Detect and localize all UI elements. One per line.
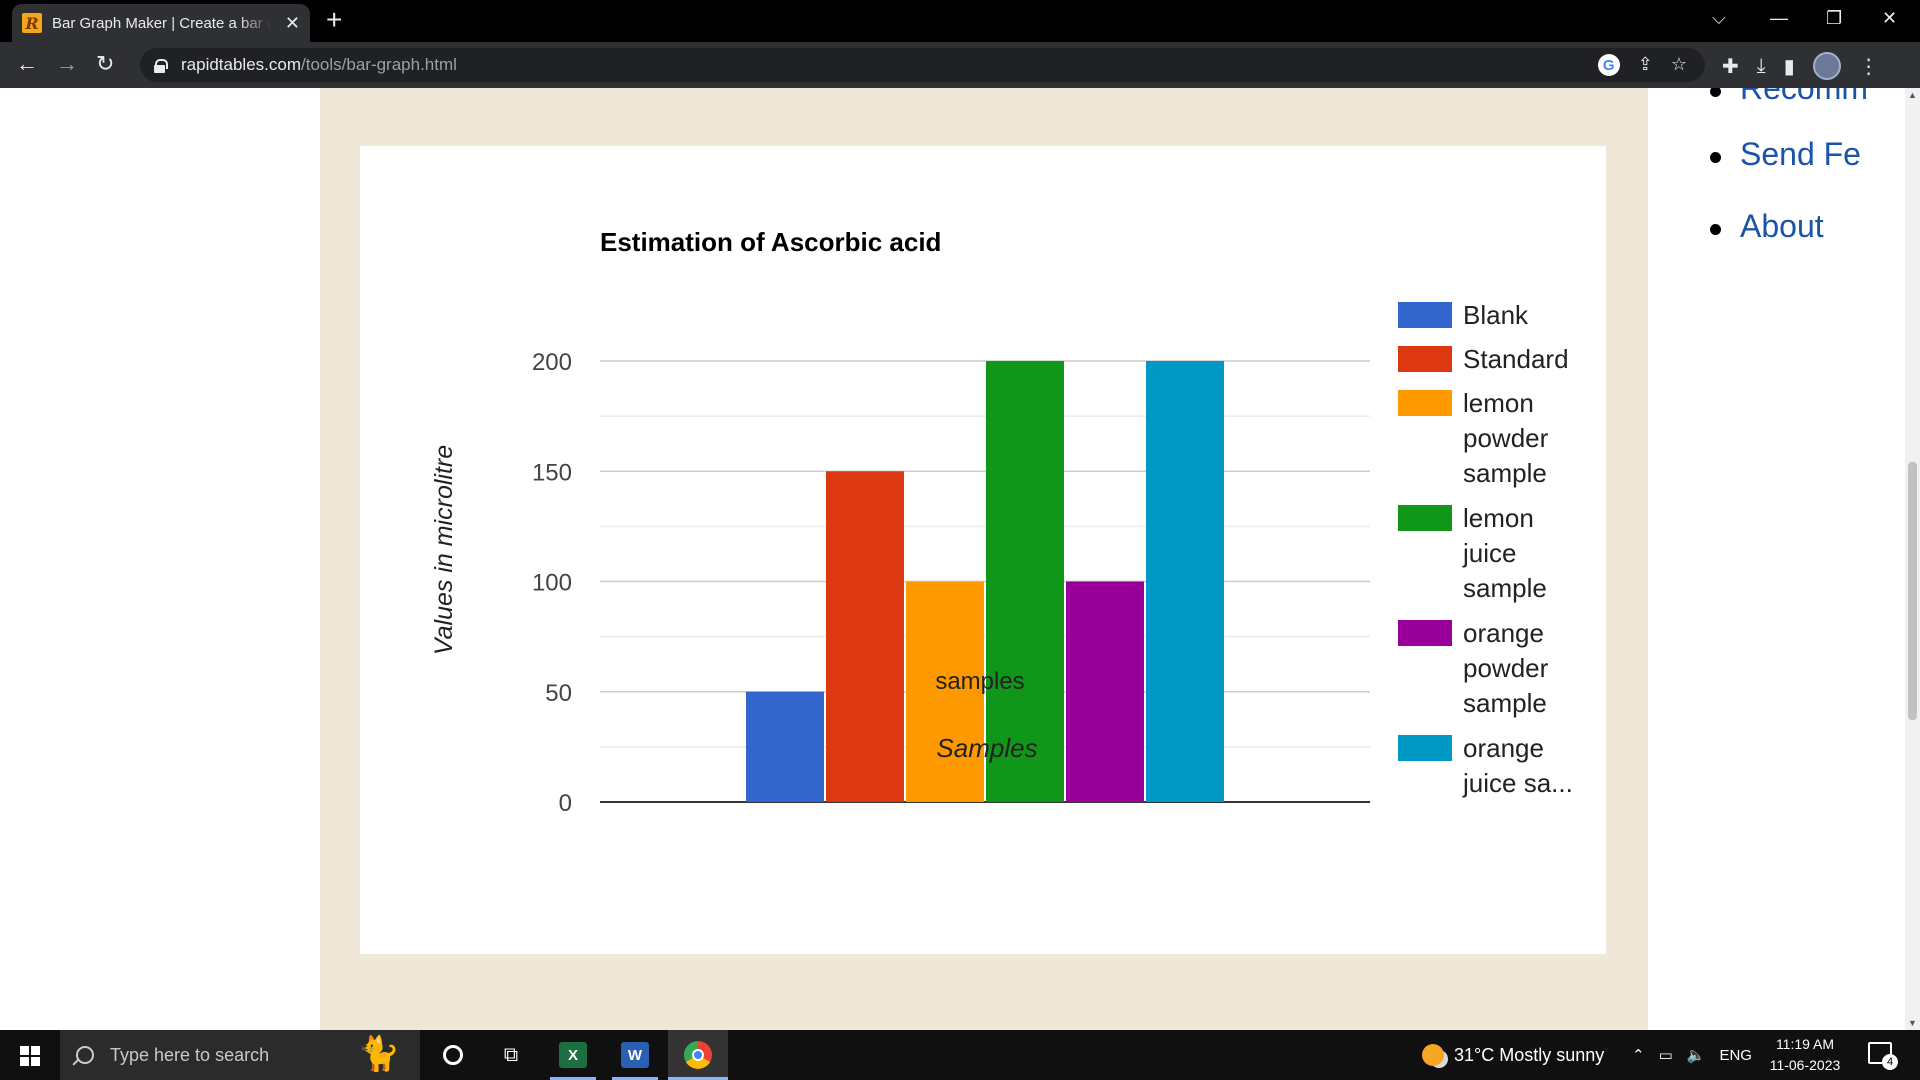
search-placeholder: Type here to search xyxy=(110,1044,270,1065)
tab-title: Bar Graph Maker | Create a bar chart onl… xyxy=(52,14,272,32)
clock-date: 11-06-2023 xyxy=(1769,1057,1841,1073)
chart-title: Estimation of Ascorbic acid xyxy=(600,227,941,257)
cortana-icon[interactable] xyxy=(438,1040,468,1070)
legend-label[interactable]: powder xyxy=(1463,423,1549,453)
browser-toolbar: ← → ↻ rapidtables.com/tools/bar-graph.ht… xyxy=(0,42,1920,88)
task-view-icon[interactable]: ⧉ xyxy=(503,1043,519,1066)
show-hidden-icons-chevron-icon[interactable]: ⌃ xyxy=(1632,1047,1645,1064)
side-panel-icon[interactable]: ▮ xyxy=(1783,55,1795,78)
legend-label[interactable]: juice xyxy=(1462,538,1516,568)
sidebar-item-recommend[interactable]: Recomm xyxy=(1709,88,1869,107)
bar-orange-powder-sample[interactable] xyxy=(1066,581,1144,803)
bar-lemon-powder-sample[interactable] xyxy=(906,581,984,803)
sidebar-item-about[interactable]: About xyxy=(1710,208,1824,245)
sidebar-item-label[interactable]: Send Fe xyxy=(1740,136,1861,172)
notification-count-badge: 4 xyxy=(1882,1054,1898,1070)
legend-swatch[interactable] xyxy=(1398,390,1452,416)
chart-container: Estimation of Ascorbic acid 0 50 100 150 200… xyxy=(360,146,1606,954)
legend-label[interactable]: Standard xyxy=(1463,344,1569,374)
new-tab-icon[interactable]: + xyxy=(326,4,343,35)
weather-widget[interactable]: 31°C Mostly sunny xyxy=(1422,1030,1604,1080)
back-arrow-icon[interactable]: ← xyxy=(16,51,38,76)
tab-search-chevron-icon[interactable]: ⌵ xyxy=(1712,8,1726,28)
excel-app-icon[interactable]: X xyxy=(550,1030,596,1080)
forward-arrow-icon[interactable]: → xyxy=(56,51,78,76)
legend-label[interactable]: sample xyxy=(1463,688,1547,718)
language-indicator[interactable]: ENG xyxy=(1719,1046,1752,1064)
extensions-puzzle-icon[interactable]: ✚ xyxy=(1722,55,1739,78)
scrollbar-thumb[interactable] xyxy=(1908,462,1917,720)
chrome-app-icon[interactable] xyxy=(668,1030,728,1080)
menu-kebab-icon[interactable]: ⋮ xyxy=(1858,55,1879,78)
bar-chart: Estimation of Ascorbic acid 0 50 100 150 200… xyxy=(430,227,1573,817)
taskbar-clock[interactable]: 11:19 AM 11-06-2023 xyxy=(1762,1034,1848,1076)
legend-swatch[interactable] xyxy=(1398,735,1452,761)
browser-tab[interactable]: R Bar Graph Maker | Create a bar chart o… xyxy=(12,4,310,42)
legend-label[interactable]: Blank xyxy=(1463,300,1529,330)
excel-letter: X xyxy=(559,1042,587,1068)
legend-swatch[interactable] xyxy=(1398,302,1452,328)
share-icon[interactable]: ⇪ xyxy=(1637,54,1653,74)
legend-swatch[interactable] xyxy=(1398,620,1452,646)
address-bar[interactable]: rapidtables.com/tools/bar-graph.html G ⇪… xyxy=(140,48,1705,82)
word-letter: W xyxy=(621,1042,649,1068)
weather-text: 31°C Mostly sunny xyxy=(1454,1044,1605,1065)
sidebar-item-send-feedback[interactable]: Send Fe xyxy=(1710,136,1861,173)
y-tick-label: 100 xyxy=(532,570,572,597)
restore-icon[interactable]: ❐ xyxy=(1826,8,1843,28)
bar-orange-juice-sample[interactable] xyxy=(1146,361,1224,802)
windows-taskbar: Type here to search 🐈 ⧉ X W 31°C Mostly … xyxy=(0,1030,1920,1080)
download-icon[interactable]: ⤓ xyxy=(1756,54,1766,77)
lock-icon[interactable] xyxy=(154,58,168,73)
taskbar-search-box[interactable]: Type here to search 🐈 xyxy=(60,1030,420,1080)
rapidtables-favicon-icon: R xyxy=(22,13,42,33)
minimize-icon[interactable]: — xyxy=(1770,8,1788,28)
y-axis-title: Values in microlitre xyxy=(430,445,458,655)
bar-blank[interactable] xyxy=(746,691,824,802)
url-host: rapidtables.com xyxy=(181,55,302,74)
legend-swatch[interactable] xyxy=(1398,505,1452,531)
word-app-icon[interactable]: W xyxy=(612,1030,658,1080)
bar-lemon-juice-sample[interactable] xyxy=(986,361,1064,802)
profile-avatar[interactable] xyxy=(1812,52,1841,80)
legend-label[interactable]: lemon xyxy=(1463,388,1534,418)
legend-label[interactable]: lemon xyxy=(1463,503,1534,533)
legend-label[interactable]: sample xyxy=(1463,458,1547,488)
legend-label[interactable]: orange xyxy=(1463,733,1544,763)
search-icon xyxy=(76,1046,94,1064)
legend-label[interactable]: juice sa... xyxy=(1462,768,1573,798)
legend-label[interactable]: powder xyxy=(1463,653,1549,683)
x-axis-title: Samples xyxy=(936,733,1037,763)
clock-time: 11:19 AM xyxy=(1775,1036,1835,1052)
tab-close-icon[interactable]: ✕ xyxy=(284,12,300,33)
google-icon[interactable]: G xyxy=(1597,54,1620,76)
scroll-down-icon[interactable]: ▼ xyxy=(1908,1018,1917,1028)
close-window-icon[interactable]: ✕ xyxy=(1882,8,1898,28)
bookmark-star-icon[interactable]: ☆ xyxy=(1670,54,1687,74)
x-category-label: samples xyxy=(935,668,1024,695)
battery-icon[interactable]: ▭ xyxy=(1658,1047,1673,1064)
legend-swatch[interactable] xyxy=(1398,346,1452,372)
url-path: /tools/bar-graph.html xyxy=(301,55,457,74)
windows-start-icon[interactable] xyxy=(20,1046,40,1066)
search-highlight-cat-icon[interactable]: 🐈 xyxy=(357,1035,400,1073)
legend-label[interactable]: sample xyxy=(1463,573,1547,603)
bar-standard[interactable] xyxy=(826,471,904,802)
vertical-scrollbar[interactable]: ▲ ▼ xyxy=(1905,88,1920,1030)
notification-center-icon[interactable]: 4 xyxy=(1868,1042,1898,1070)
system-tray: ⌃ ▭ 🔈 ENG xyxy=(1632,1030,1752,1080)
scroll-up-icon[interactable]: ▲ xyxy=(1908,90,1917,100)
browser-tab-bar: R Bar Graph Maker | Create a bar chart o… xyxy=(0,0,1920,42)
y-tick-label: 50 xyxy=(545,680,572,707)
y-tick-label: 0 xyxy=(559,790,572,817)
legend-label[interactable]: orange xyxy=(1463,618,1544,648)
y-tick-label: 150 xyxy=(532,459,572,486)
sidebar-item-label[interactable]: Recomm xyxy=(1740,88,1869,106)
y-tick-label: 200 xyxy=(532,349,572,376)
partly-sunny-icon xyxy=(1422,1044,1444,1066)
page-content: Estimation of Ascorbic acid 0 50 100 150 200… xyxy=(0,88,1905,1030)
reload-icon[interactable]: ↻ xyxy=(96,51,115,76)
sidebar-item-label[interactable]: About xyxy=(1740,208,1824,244)
volume-icon[interactable]: 🔈 xyxy=(1686,1047,1706,1064)
